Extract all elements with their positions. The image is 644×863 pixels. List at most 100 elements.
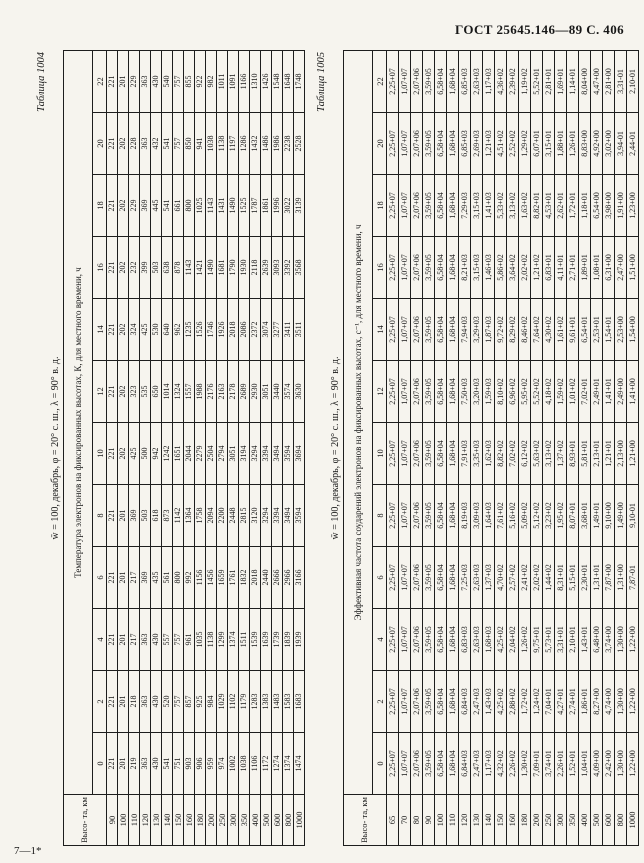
- height-label: 300: [554, 794, 567, 846]
- table-row: 800 1,30+00 1,30+00 1,30+00 1,31+00 1,49+00 2,…: [614, 50, 627, 846]
- value-cell: 8,93+01: [566, 422, 579, 485]
- value-cell: 1,08+01: [590, 236, 603, 299]
- height-label: 100: [117, 794, 129, 846]
- table-row: 600 2,42+00 4,74+00 3,74+00 7,87+00 9,10+00 1,…: [602, 50, 615, 846]
- local-time-hour-label: 14: [372, 298, 387, 361]
- table-row: 65 2,25+07 2,25+07 2,25+07 2,25+07 2,25+07 2,2…: [386, 50, 399, 846]
- value-cell: 1861: [260, 174, 272, 237]
- value-cell: 3,74+01: [542, 732, 555, 795]
- value-cell: 1,07+07: [398, 112, 411, 175]
- value-cell: 5,09+02: [518, 484, 531, 547]
- value-cell: 1431: [216, 174, 228, 237]
- value-cell: 2,25+07: [386, 298, 399, 361]
- value-cell: 2666: [271, 546, 283, 609]
- value-cell: 3051: [260, 360, 272, 423]
- value-cell: 1790: [227, 236, 239, 299]
- value-cell: 3630: [293, 360, 305, 423]
- table-row: 90 221 221 221 221 221 221 221 221 221 221 221 221: [106, 50, 118, 846]
- value-cell: 1106: [249, 732, 261, 795]
- value-cell: 1383: [260, 670, 272, 733]
- value-cell: 3440: [271, 360, 283, 423]
- value-cell: 3,68+01: [578, 484, 591, 547]
- value-cell: 1,68+04: [446, 670, 459, 733]
- height-label: 200: [205, 794, 217, 846]
- value-cell: 221: [106, 546, 118, 609]
- value-cell: 7,64+02: [530, 298, 543, 361]
- value-cell: 201: [117, 546, 129, 609]
- value-cell: 541: [161, 732, 173, 795]
- value-cell: 363: [139, 670, 151, 733]
- height-label: 150: [172, 794, 184, 846]
- value-cell: 1102: [227, 670, 239, 733]
- value-cell: 2,25+07: [386, 732, 399, 795]
- value-cell: 1,72+02: [518, 670, 531, 733]
- value-cell: 323: [128, 360, 140, 423]
- value-cell: 3051: [227, 422, 239, 485]
- local-time-hour-label: 0: [92, 732, 107, 795]
- value-cell: 2,07+06: [410, 298, 423, 361]
- height-label: 120: [139, 794, 151, 846]
- value-cell: 1,07+07: [398, 484, 411, 547]
- value-cell: 1,14+01: [566, 50, 579, 113]
- value-cell: 2018: [227, 298, 239, 361]
- value-cell: 229: [128, 174, 140, 237]
- value-cell: 430: [150, 732, 162, 795]
- value-cell: 4,32+02: [494, 732, 507, 795]
- value-cell: 1011: [216, 50, 228, 113]
- value-cell: 2,47+03: [470, 732, 483, 795]
- value-cell: 3511: [293, 298, 305, 361]
- value-cell: 857: [183, 670, 195, 733]
- value-cell: 430: [150, 670, 162, 733]
- value-cell: 1490: [227, 174, 239, 237]
- table-row: 1000 1474 1683 1939 3166 3594 3694 3630 3511 3568…: [293, 50, 305, 846]
- value-cell: 3,13+02: [542, 422, 555, 485]
- value-cell: 1029: [216, 670, 228, 733]
- value-cell: 3,15+01: [542, 112, 555, 175]
- height-label: 90: [106, 794, 118, 846]
- height-label: 100: [434, 794, 447, 846]
- height-label: 140: [482, 794, 495, 846]
- height-label: 140: [161, 794, 173, 846]
- value-cell: 1038: [205, 112, 217, 175]
- height-label: 200: [530, 794, 543, 846]
- value-cell: 1,46+03: [482, 236, 495, 299]
- height-label: 130: [150, 794, 162, 846]
- height-label: 160: [183, 794, 195, 846]
- value-cell: 962: [172, 298, 184, 361]
- table-row: 800 1374 1583 1839 2966 3494 3594 3574 3411 3392 3…: [282, 50, 294, 846]
- height-label: 800: [614, 794, 627, 846]
- value-cell: 2044: [183, 422, 195, 485]
- value-cell: 3,59+05: [422, 484, 435, 547]
- value-cell: 6,84+03: [458, 732, 471, 795]
- value-cell: 1557: [183, 360, 195, 423]
- value-cell: 5,16+02: [506, 484, 519, 547]
- value-cell: 2,25+07: [386, 670, 399, 733]
- value-cell: 4,92+00: [590, 112, 603, 175]
- value-cell: 2018: [249, 546, 261, 609]
- value-cell: 201: [117, 670, 129, 733]
- local-time-hour-label: 0: [372, 732, 387, 795]
- value-cell: 2,42+00: [602, 732, 615, 795]
- value-cell: 219: [128, 732, 140, 795]
- value-cell: 2,26+01: [554, 732, 567, 795]
- value-cell: 3,29+03: [470, 298, 483, 361]
- value-cell: 4,27+01: [554, 670, 567, 733]
- value-cell: 445: [150, 174, 162, 237]
- value-cell: 2,26+02: [506, 732, 519, 795]
- height-label: 800: [282, 794, 294, 846]
- value-cell: 4,18+02: [542, 360, 555, 423]
- value-cell: 1,51+00: [626, 236, 639, 299]
- value-cell: 324: [128, 298, 140, 361]
- value-cell: 500: [139, 422, 151, 485]
- value-cell: 202: [117, 174, 129, 237]
- value-cell: 3,59+05: [422, 50, 435, 113]
- value-cell: 221: [106, 484, 118, 547]
- table-row: 160 903 857 961 992 1364 2044 1557 1235 1143 800 85…: [183, 50, 195, 846]
- value-cell: 1,07+07: [398, 360, 411, 423]
- value-cell: 2176: [205, 360, 217, 423]
- table-row: 150 4,32+02 4,25+02 4,25+02 4,70+02 7,61+02 8,…: [494, 50, 507, 846]
- value-cell: 7,09+01: [530, 732, 543, 795]
- value-cell: 8,19+03: [458, 484, 471, 547]
- value-cell: 8,27+00: [590, 670, 603, 733]
